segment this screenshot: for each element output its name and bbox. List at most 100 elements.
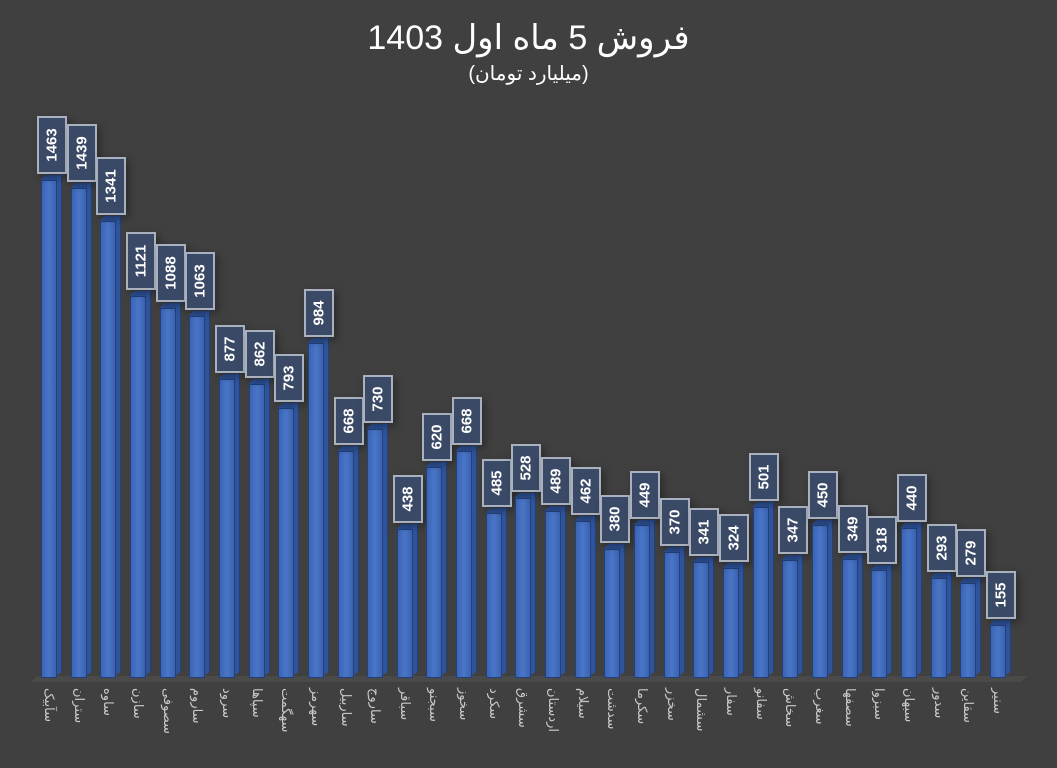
bar-side [887,563,893,675]
chart-subtitle: (میلیارد تومان) [468,63,589,85]
data-label-value: 1121 [132,245,150,278]
bar-side [1005,618,1011,675]
data-label: 450 [807,470,838,519]
category-label-text: سقاین [961,688,977,723]
category-label: سشرق [513,688,533,768]
bar [514,491,538,678]
data-label: 730 [363,375,394,424]
category-label: سشمال [691,688,711,768]
category-label-text: سباقر [397,688,413,721]
category-label: سبهان [899,688,919,768]
bar [930,571,953,678]
category-label: سبزوا [869,688,889,768]
data-label: 1121 [125,232,156,291]
category-label: سصوفی [158,688,178,768]
bar-front [41,179,57,678]
category-label-text: سفانو [753,688,769,720]
bar-side [86,181,92,675]
category-label-text: سهرمز [308,688,324,727]
bar [989,618,1013,678]
category-label: سفانو [751,688,771,768]
data-label: 1063 [185,252,216,311]
category-label-text: سشمال [694,688,710,732]
data-label: 324 [718,513,749,562]
bar-front [515,498,532,678]
bar-front [278,407,295,678]
data-label: 380 [600,494,631,543]
data-label: 1341 [96,157,127,216]
category-label: سفار [721,688,741,768]
category-label: ستران [69,688,89,768]
data-label: 341 [689,507,720,556]
category-label-text: سیلام [575,688,591,719]
category-label: ساربیل [336,688,356,768]
data-label-value: 793 [280,365,298,391]
category-label: سکرد [484,688,504,768]
data-label: 668 [333,396,364,445]
bar [218,372,242,678]
category-label-text: سدور [931,688,947,719]
data-label-value: 440 [903,485,921,511]
data-label-value: 462 [577,478,595,504]
bar-side [531,491,537,675]
bar-side [916,521,922,675]
bar [307,336,331,678]
bar [277,401,301,678]
category-label-text: سخزر [664,688,680,721]
bar [781,553,805,678]
bar-front [722,567,739,678]
category-label-text: سکرما [635,688,650,725]
category-label-text: ساربیل [338,688,354,727]
data-label-value: 528 [517,455,535,481]
category-label: سکرما [632,688,652,768]
bar-side [561,504,567,675]
data-label-value: 1463 [43,128,61,162]
category-label: سخاش [780,688,800,768]
bar-front [989,625,1006,678]
bar-side [412,522,418,675]
bar-front [129,296,146,678]
category-label-text: ساوه [101,688,117,716]
category-label-text: سخاش [783,688,799,728]
bar-front [396,528,413,678]
data-label: 485 [481,458,512,507]
data-label: 279 [956,529,987,577]
category-label-text: سنیر [990,688,1006,714]
bar-front [456,450,473,678]
bar-side [57,173,62,675]
category-label-text: اردستان [546,688,562,733]
category-label-text: سبهان [901,688,917,723]
category-label-text: سبجنو [427,688,443,722]
data-label: 668 [452,396,483,445]
bar-side [323,336,329,675]
data-label: 793 [274,353,305,402]
data-label-value: 450 [814,482,832,508]
category-label-text: ساروج [368,688,384,724]
category-label: سهگمت [276,688,296,768]
data-label-value: 341 [695,519,713,545]
data-label-value: 438 [399,486,417,512]
bar-side [116,214,122,675]
bar [188,309,212,678]
bar-front [426,466,443,678]
bar-side [472,444,478,675]
bar-front [960,583,977,678]
bar-side [353,444,359,675]
bar [574,514,598,678]
bar-front [604,548,621,678]
data-label-value: 349 [844,516,862,542]
bar [722,561,746,678]
bar [663,545,687,678]
bar-front [900,528,917,678]
bar [70,181,94,678]
bar [811,518,835,678]
data-label-value: 347 [784,517,802,543]
data-label: 1439 [66,124,97,183]
bar-front [337,450,354,678]
category-label: سدور [929,688,949,768]
bar-front [218,379,235,678]
data-label-value: 380 [606,506,624,532]
data-label-value: 155 [992,582,1010,608]
bar [841,552,865,678]
data-label: 440 [896,474,927,523]
